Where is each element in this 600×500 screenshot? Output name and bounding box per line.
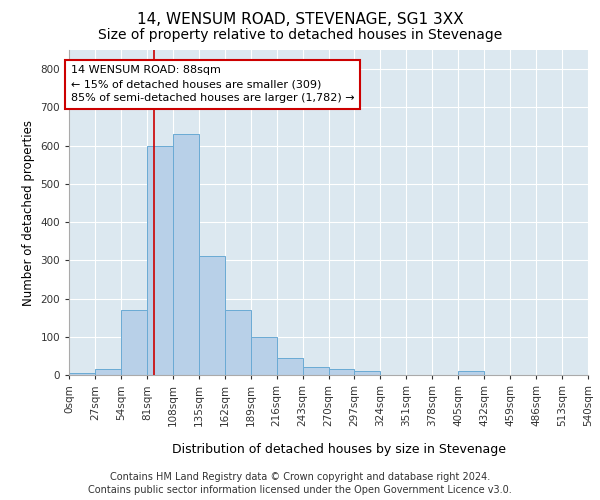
Text: Contains public sector information licensed under the Open Government Licence v3: Contains public sector information licen…	[88, 485, 512, 495]
Text: 14, WENSUM ROAD, STEVENAGE, SG1 3XX: 14, WENSUM ROAD, STEVENAGE, SG1 3XX	[137, 12, 463, 28]
Bar	[355, 371, 380, 375]
Bar	[251, 337, 277, 375]
Bar	[277, 358, 302, 375]
Bar	[458, 371, 484, 375]
Text: Size of property relative to detached houses in Stevenage: Size of property relative to detached ho…	[98, 28, 502, 42]
Bar	[225, 310, 251, 375]
Text: Contains HM Land Registry data © Crown copyright and database right 2024.: Contains HM Land Registry data © Crown c…	[110, 472, 490, 482]
Text: Distribution of detached houses by size in Stevenage: Distribution of detached houses by size …	[172, 442, 506, 456]
Y-axis label: Number of detached properties: Number of detached properties	[22, 120, 35, 306]
Bar	[173, 134, 199, 375]
Bar	[69, 373, 95, 375]
Bar	[147, 146, 173, 375]
Bar	[199, 256, 224, 375]
Text: 14 WENSUM ROAD: 88sqm
← 15% of detached houses are smaller (309)
85% of semi-det: 14 WENSUM ROAD: 88sqm ← 15% of detached …	[71, 66, 355, 104]
Bar	[121, 310, 147, 375]
Bar	[329, 370, 355, 375]
Bar	[95, 370, 121, 375]
Bar	[302, 368, 329, 375]
